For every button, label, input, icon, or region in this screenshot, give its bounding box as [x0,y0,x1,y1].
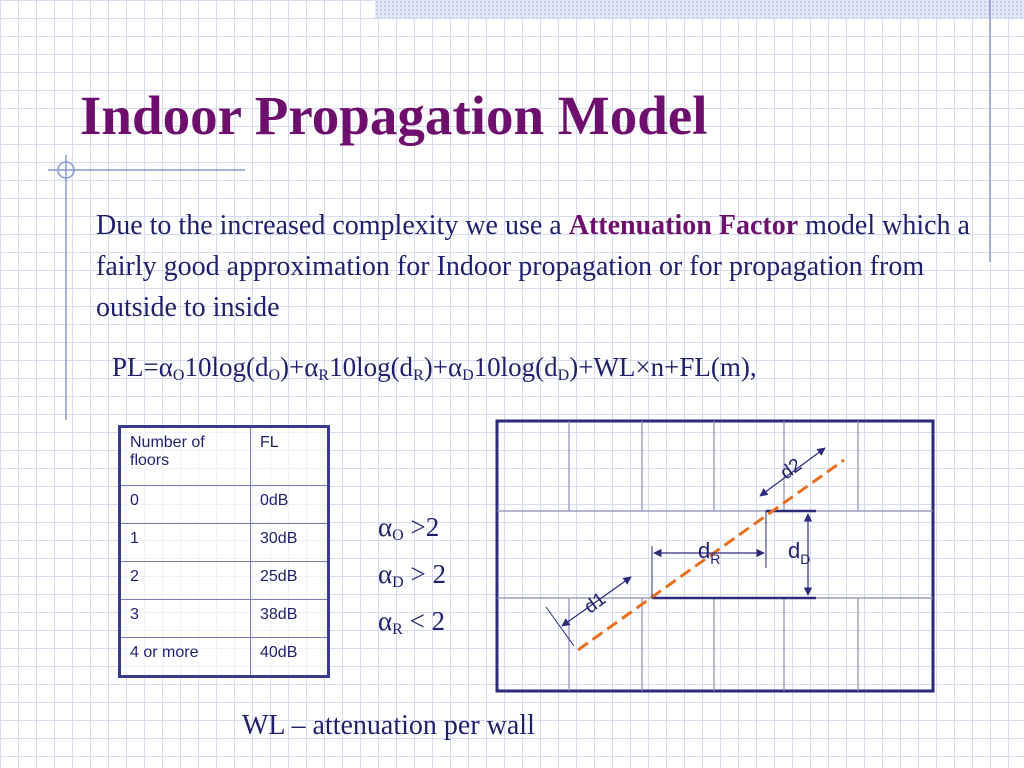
alpha-relation: > 2 [403,559,446,589]
formula-sub: R [413,367,424,384]
table-cell: 25dB [250,561,329,600]
footer-note: WL – attenuation per wall [242,710,535,741]
table-cell: 2 [119,561,251,600]
table-header-floors: Number of floors [119,426,251,486]
alpha-relation: < 2 [402,606,446,636]
table-row: 1 30dB [119,523,329,562]
table-cell: 4 or more [119,637,251,677]
body-intro: Due to the increased complexity we use a [96,210,569,241]
alpha-sub: O [392,527,404,544]
label-dr: dR [698,538,720,567]
condition-alpha-o: αO >2 [378,508,446,555]
building-outline [495,419,935,693]
table-row: 4 or more 40dB [119,637,329,677]
alpha-sub: R [392,621,403,638]
alpha-symbol: α [378,512,393,542]
path-loss-formula: PL=αO10log(dO)+αR10log(dR)+αD10log(dD)+W… [112,352,757,385]
table-cell: 0dB [250,485,329,524]
table-cell: 38dB [250,599,329,638]
label-d1: d1 [581,589,610,618]
formula-part: 10log(d [473,352,558,382]
condition-alpha-d: αD > 2 [378,555,446,602]
formula-sub: D [557,367,570,384]
formula-part: )+α [423,352,463,382]
table-cell: 30dB [250,523,329,562]
alpha-sub: D [392,574,404,591]
d1-extension [545,606,575,647]
table-cell: 0 [119,485,251,524]
alpha-symbol: α [378,606,393,636]
formula-part: PL=α [112,352,173,382]
top-decor-band [375,0,1024,18]
building-floorplan-diagram: d2 d1 dR dD [495,419,935,693]
formula-part: )+α [280,352,319,382]
formula-part: )+WL×n+FL(m), [569,352,757,382]
formula-part: 10log(d [329,352,414,382]
alpha-symbol: α [378,559,393,589]
table-cell: 1 [119,523,251,562]
label-dd: dD [788,538,810,567]
d2-dimension-arrow [759,447,826,497]
alpha-relation: >2 [403,512,440,542]
table-cell: 3 [119,599,251,638]
body-paragraph: Due to the increased complexity we use a… [96,205,976,328]
label-d2: d2 [777,455,806,484]
formula-sub: O [268,367,281,384]
body-rest: model which a fairly good approximation … [96,210,970,323]
formula-sub: D [462,367,474,384]
table-row: 2 25dB [119,561,329,600]
table-header-row: Number of floors FL [119,426,329,486]
d1-dimension-arrow [561,576,632,627]
formula-sub: O [172,367,185,384]
table-row: 3 38dB [119,599,329,638]
floor-attenuation-table: Number of floors FL 0 0dB 1 30dB 2 25dB … [118,425,330,678]
alpha-conditions: αO >2 αD > 2 αR < 2 [378,508,446,649]
formula-sub: R [318,367,330,384]
slide-title: Indoor Propagation Model [80,85,708,146]
table-row: 0 0dB [119,485,329,524]
table-header-fl: FL [250,426,329,486]
body-highlight: Attenuation Factor [568,210,799,241]
formula-part: 10log(d [184,352,269,382]
condition-alpha-r: αR < 2 [378,602,446,649]
table-cell: 40dB [250,637,329,677]
